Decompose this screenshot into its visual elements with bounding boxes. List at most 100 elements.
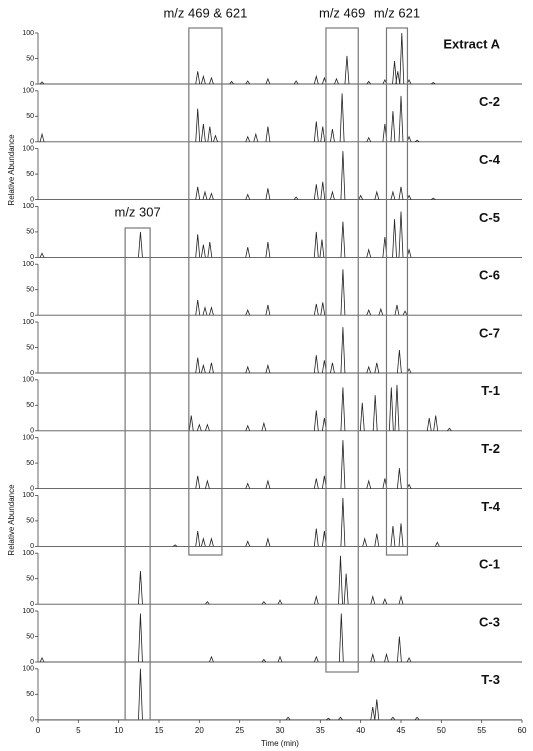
peak bbox=[261, 658, 267, 663]
peak bbox=[313, 74, 319, 85]
peak bbox=[392, 219, 397, 258]
y-tick-label: 0 bbox=[30, 81, 34, 88]
peak bbox=[340, 387, 346, 431]
peak bbox=[330, 190, 335, 200]
peak bbox=[370, 706, 376, 720]
y-tick-label: 0 bbox=[30, 601, 34, 608]
peak bbox=[338, 716, 343, 721]
peak bbox=[265, 242, 271, 258]
y-tick-label: 100 bbox=[22, 377, 34, 384]
peak bbox=[366, 80, 372, 85]
panel-label: C-7 bbox=[479, 325, 500, 340]
peak bbox=[372, 395, 378, 431]
panel-label: C-5 bbox=[479, 210, 500, 225]
peak bbox=[196, 423, 202, 431]
peak bbox=[209, 362, 214, 374]
y-tick-label: 100 bbox=[22, 492, 34, 499]
y-tick-label: 0 bbox=[30, 428, 34, 435]
highlight-box bbox=[188, 27, 223, 556]
peak bbox=[366, 365, 372, 374]
peak bbox=[213, 134, 218, 142]
peak bbox=[138, 571, 143, 605]
peak bbox=[313, 355, 319, 374]
panel-label: T-2 bbox=[481, 441, 500, 456]
y-tick-label: 50 bbox=[26, 576, 34, 583]
panel-label: Extract A bbox=[443, 36, 500, 51]
peak bbox=[340, 440, 346, 489]
y-tick-label: 50 bbox=[26, 229, 34, 236]
y-tick-label: 50 bbox=[26, 691, 34, 698]
peak bbox=[334, 77, 339, 85]
peak bbox=[209, 76, 214, 85]
peak bbox=[207, 242, 213, 258]
annotation-label: m/z 469 bbox=[319, 5, 365, 20]
peak bbox=[200, 74, 206, 85]
peak bbox=[313, 594, 319, 605]
peak bbox=[202, 305, 208, 316]
peak bbox=[138, 613, 143, 663]
peak bbox=[398, 186, 404, 200]
peak bbox=[339, 93, 345, 142]
x-tick-label: 50 bbox=[437, 726, 446, 735]
y-tick-label: 50 bbox=[26, 633, 34, 640]
peak bbox=[207, 126, 213, 142]
x-tick-label: 40 bbox=[356, 726, 365, 735]
annotation-label: m/z 469 & 621 bbox=[163, 5, 247, 20]
peak bbox=[402, 310, 408, 316]
peak bbox=[245, 80, 251, 85]
peak bbox=[344, 55, 350, 85]
peak bbox=[253, 132, 259, 142]
peak bbox=[394, 304, 400, 316]
peak bbox=[343, 573, 349, 605]
peak bbox=[384, 652, 389, 663]
peak bbox=[374, 533, 380, 547]
peak bbox=[245, 247, 251, 258]
y-tick-label: 100 bbox=[22, 145, 34, 152]
peak bbox=[414, 139, 420, 143]
peak bbox=[205, 423, 210, 431]
peak bbox=[406, 657, 412, 663]
peak bbox=[172, 544, 178, 547]
y-tick-label: 100 bbox=[22, 30, 34, 37]
y-tick-label: 50 bbox=[26, 344, 34, 351]
y-tick-label: 50 bbox=[26, 287, 34, 294]
peak bbox=[378, 307, 384, 316]
panel-label: C-2 bbox=[479, 94, 500, 109]
peak bbox=[382, 598, 388, 605]
peak bbox=[195, 357, 201, 374]
peak bbox=[313, 231, 319, 258]
peak bbox=[265, 363, 271, 374]
panel-label: T-1 bbox=[481, 383, 500, 398]
peak bbox=[200, 123, 206, 142]
peak bbox=[285, 716, 291, 721]
panel-label: C-4 bbox=[479, 152, 501, 167]
peak bbox=[39, 657, 45, 663]
peak bbox=[293, 196, 299, 200]
panel-label: C-6 bbox=[479, 268, 500, 283]
peak bbox=[261, 601, 267, 605]
peak bbox=[433, 415, 439, 431]
y-tick-label: 50 bbox=[26, 402, 34, 409]
peak bbox=[390, 716, 396, 721]
panel-label: T-4 bbox=[481, 499, 501, 514]
peak bbox=[265, 188, 271, 200]
peak bbox=[39, 252, 45, 258]
peak bbox=[340, 221, 346, 258]
peak bbox=[277, 655, 283, 663]
peak bbox=[313, 478, 319, 489]
peak bbox=[195, 299, 201, 316]
peak bbox=[394, 384, 400, 431]
peak bbox=[265, 126, 271, 142]
peak bbox=[245, 365, 251, 374]
x-tick-label: 30 bbox=[276, 726, 285, 735]
peak bbox=[293, 80, 299, 85]
peak bbox=[366, 309, 372, 316]
peak bbox=[245, 193, 251, 200]
peak bbox=[390, 525, 396, 547]
y-tick-label: 0 bbox=[30, 717, 34, 724]
x-tick-label: 35 bbox=[316, 726, 325, 735]
peak bbox=[265, 537, 271, 547]
peak bbox=[398, 211, 404, 258]
y-tick-label: 100 bbox=[22, 666, 34, 673]
peak bbox=[209, 305, 214, 316]
